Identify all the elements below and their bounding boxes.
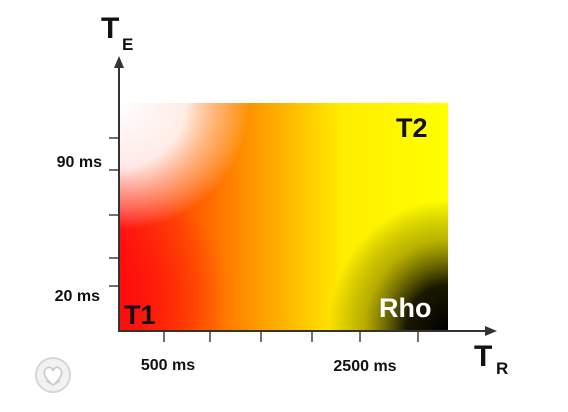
y-tick-label-90ms: 90 ms xyxy=(57,154,102,171)
contrast-field xyxy=(120,103,448,330)
y-tick-label-20ms: 20 ms xyxy=(55,288,100,305)
region-label-rho: Rho xyxy=(379,293,431,323)
heart-hands-logo-icon xyxy=(35,357,71,393)
y-axis-title: T xyxy=(101,12,119,45)
x-axis-arrow-icon xyxy=(485,326,497,336)
x-tick-marks xyxy=(163,331,419,342)
x-tick-label-500ms: 500 ms xyxy=(141,357,195,374)
y-axis-title-subscript: E xyxy=(122,35,133,54)
y-tick-marks xyxy=(109,137,119,287)
x-axis-title: T xyxy=(474,340,492,373)
region-label-t1: T1 xyxy=(124,300,156,330)
x-axis-title-subscript: R xyxy=(496,359,508,378)
region-label-t2: T2 xyxy=(396,113,428,143)
x-tick-label-2500ms: 2500 ms xyxy=(333,358,396,375)
y-axis-arrow-icon xyxy=(114,56,124,68)
